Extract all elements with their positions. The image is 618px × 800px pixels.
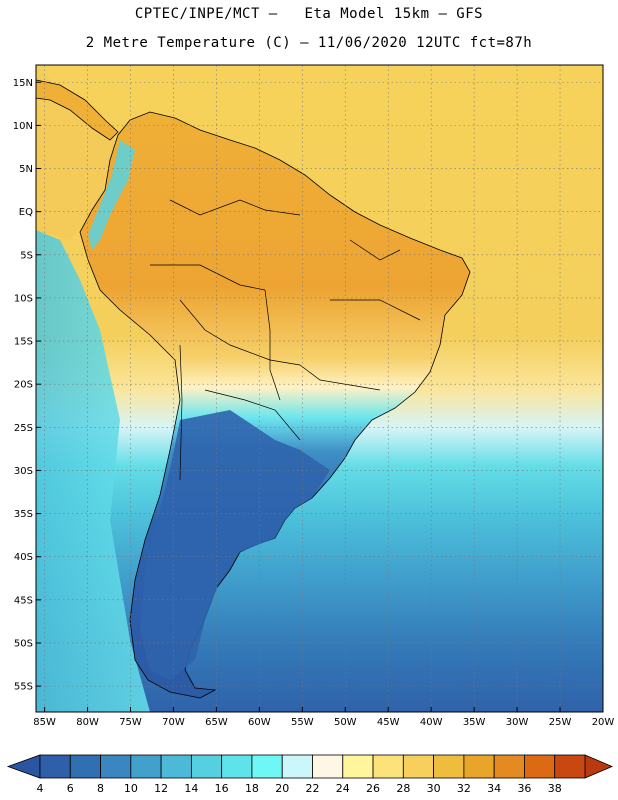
lat-label: 10N (13, 121, 33, 132)
colorbar-segment (190, 754, 223, 779)
lat-label: 35S (14, 509, 33, 520)
colorbar-label: 8 (97, 782, 104, 795)
lon-label: 60W (248, 717, 271, 728)
lon-label: 35W (463, 717, 486, 728)
lat-label: 45S (14, 595, 33, 606)
lat-label: 20S (14, 380, 33, 391)
colorbar-segment (221, 754, 253, 779)
map-frame-border (35, 64, 604, 713)
colorbar-segment (372, 754, 404, 779)
latitude-labels: 15N 10N 5N EQ 5S 10S 15S 20S 25S 30S 35S 40S 45S 50S 5… (13, 78, 33, 693)
colorbar-segment (251, 754, 283, 779)
lat-label: 50S (14, 638, 33, 649)
lat-label: 30S (14, 466, 33, 477)
country-borders (150, 199, 421, 481)
colorbar-segment (463, 754, 495, 779)
lat-label: 5N (19, 164, 33, 175)
lon-label: 45W (377, 717, 400, 728)
andes-cool-strip (88, 140, 135, 250)
colorbar-segment (524, 754, 556, 779)
lat-label: 10S (14, 293, 33, 304)
colorbar-segment (342, 754, 374, 779)
colorbar-label: 20 (275, 782, 289, 795)
colorbar-label: 10 (124, 782, 138, 795)
lon-label: 20W (592, 717, 615, 728)
colorbar-label: 14 (184, 782, 198, 795)
colorbar-label: 32 (457, 782, 471, 795)
colorbar-label: 28 (396, 782, 410, 795)
colorbar (6, 754, 614, 779)
lon-label: 30W (506, 717, 529, 728)
colorbar-label: 18 (245, 782, 259, 795)
colorbar-under-arrow (6, 754, 41, 779)
lon-label: 85W (33, 717, 56, 728)
central-america (35, 79, 119, 141)
lat-label: 25S (14, 423, 33, 434)
lon-label: 55W (291, 717, 314, 728)
colorbar-segment (130, 754, 162, 779)
colorbar-label: 34 (487, 782, 501, 795)
lon-label: 25W (549, 717, 572, 728)
colorbar-label: 6 (67, 782, 74, 795)
colorbar-label: 36 (517, 782, 531, 795)
colorbar-segment (493, 754, 525, 779)
map-title-line1: CPTEC/INPE/MCT – Eta Model 15km – GFS (134, 6, 484, 22)
pacific-cool-region (36, 230, 150, 712)
map-title-line2: 2 Metre Temperature (C) – 11/06/2020 12U… (85, 35, 533, 51)
colorbar-label: 30 (427, 782, 441, 795)
colorbar-label: 38 (548, 782, 562, 795)
colorbar-label: 12 (154, 782, 168, 795)
lon-label: 50W (334, 717, 357, 728)
colorbar-segment (100, 754, 132, 779)
colorbar-segment (312, 754, 344, 779)
colorbar-label: 26 (366, 782, 380, 795)
colorbar-label: 16 (215, 782, 229, 795)
colorbar-segment (281, 754, 313, 779)
colorbar-segment (69, 754, 101, 779)
lon-label: 70W (162, 717, 185, 728)
colorbar-segment (554, 754, 586, 779)
colorbar-segment (402, 754, 435, 779)
southern-cone-cold (140, 410, 330, 680)
lon-label: 40W (420, 717, 443, 728)
lon-label: 80W (76, 717, 99, 728)
lat-label: 40S (14, 552, 33, 563)
colorbar-segment (433, 754, 465, 779)
lat-label: 15N (13, 78, 33, 89)
lat-label: 5S (20, 250, 33, 261)
pacific-warm-region (36, 65, 120, 240)
lon-label: 65W (205, 717, 228, 728)
colorbar-over-arrow (584, 754, 614, 779)
lat-label: EQ (19, 207, 33, 218)
colorbar-segment (160, 754, 192, 779)
colorbar-label: 22 (306, 782, 320, 795)
lon-label: 75W (119, 717, 142, 728)
colorbar-labels: 4 6 8 10 12 14 16 18 20 22 24 26 28 30 32 34 36 38 (37, 782, 562, 795)
colorbar-label: 24 (336, 782, 350, 795)
longitude-labels: 85W 80W 75W 70W 65W 60W 55W 50W 45W 40W 35W 30W 25W 2… (33, 717, 614, 728)
colorbar-segment (39, 754, 71, 779)
lat-label: 15S (14, 337, 33, 348)
lat-lon-grid (36, 65, 604, 712)
lat-label: 55S (14, 682, 33, 693)
colorbar-label: 4 (37, 782, 44, 795)
